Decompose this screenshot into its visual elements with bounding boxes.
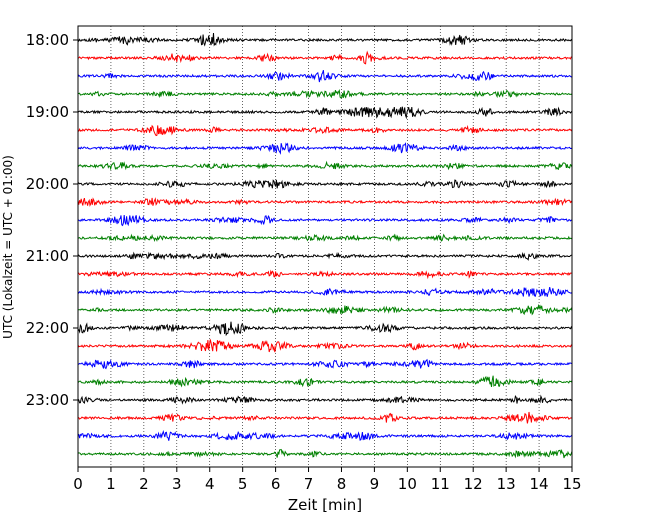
trace-2315 [77, 411, 573, 424]
x-tick-label: 7 [304, 475, 314, 493]
x-axis-ticks: 0 1 2 3 4 5 6 7 8 9 10 11 12 13 14 15 [73, 467, 582, 493]
y-axis-label: UTC (Lokalzeit = UTC + 01:00) [1, 155, 15, 339]
x-tick-label: 1 [106, 475, 116, 493]
plot-frame [77, 25, 573, 468]
y-tick-label: 20:00 [26, 175, 69, 193]
x-tick-label: 13 [497, 475, 516, 493]
trace-1900 [77, 106, 573, 120]
trace-1915 [77, 124, 573, 137]
x-tick-label: 14 [530, 475, 549, 493]
y-tick-label: 21:00 [26, 247, 69, 265]
x-tick-label: 8 [337, 475, 347, 493]
trace-1815 [77, 50, 573, 65]
trace-2045 [77, 233, 573, 242]
trace-1800 [77, 32, 573, 47]
trace-2100 [77, 251, 573, 261]
trace-2245 [77, 375, 573, 388]
x-tick-label: 10 [398, 475, 417, 493]
trace-2300 [77, 394, 573, 405]
trace-1830 [77, 70, 573, 83]
y-tick-label: 19:00 [26, 103, 69, 121]
seismic-traces [77, 32, 573, 459]
x-tick-label: 9 [370, 475, 380, 493]
x-tick-label: 0 [73, 475, 83, 493]
trace-2345 [77, 448, 573, 459]
trace-1845 [77, 88, 573, 99]
trace-2115 [77, 269, 572, 280]
trace-2145 [78, 303, 573, 316]
trace-1930 [77, 142, 573, 155]
trace-1945 [77, 160, 573, 171]
x-tick-label: 4 [205, 475, 215, 493]
x-tick-label: 3 [172, 475, 182, 493]
x-tick-label: 12 [464, 475, 483, 493]
trace-2330 [77, 429, 573, 441]
y-tick-label: 23:00 [26, 391, 69, 409]
x-tick-label: 6 [271, 475, 281, 493]
y-axis-ticks: 18:00 19:00 20:00 21:00 22:00 23:00 [26, 31, 78, 409]
y-tick-label: 22:00 [26, 319, 69, 337]
trace-2030 [77, 214, 573, 227]
y-tick-label: 18:00 [26, 31, 69, 49]
x-axis-label: Zeit [min] [288, 496, 362, 514]
trace-2015 [77, 197, 573, 207]
x-tick-label: 15 [562, 475, 581, 493]
trace-2200 [77, 321, 573, 337]
x-tick-label: 11 [431, 475, 450, 493]
x-tick-label: 2 [139, 475, 149, 493]
trace-2215 [77, 339, 573, 353]
trace-2130 [77, 286, 573, 297]
trace-2230 [77, 358, 573, 370]
x-tick-label: 5 [238, 475, 248, 493]
trace-2000 [77, 179, 573, 189]
